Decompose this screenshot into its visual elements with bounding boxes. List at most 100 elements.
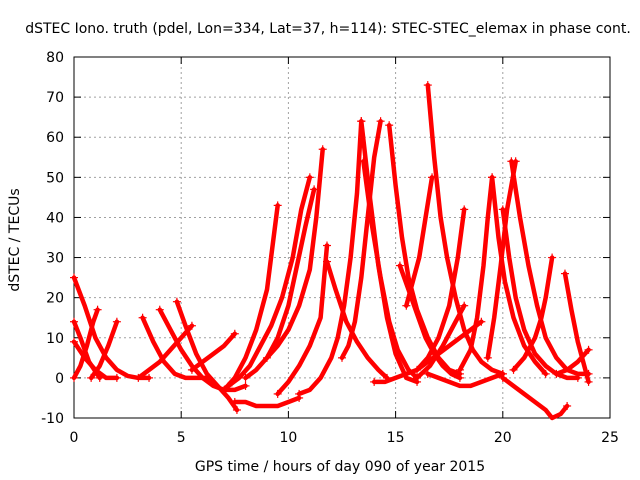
series-arc-36 <box>509 253 557 374</box>
data-point <box>70 317 78 326</box>
data-point <box>541 369 550 378</box>
data-point <box>262 353 271 362</box>
data-point <box>509 365 518 374</box>
data-point <box>241 373 250 382</box>
data-point <box>145 373 154 382</box>
y-tick-label: 80 <box>46 50 64 66</box>
y-axis-label: dSTEC / TECUs <box>7 188 23 291</box>
y-tick-label: -10 <box>41 411 64 427</box>
series-arc-26 <box>423 81 507 378</box>
data-point <box>273 389 282 398</box>
y-tick-label: 20 <box>46 291 64 307</box>
data-point <box>338 353 346 362</box>
series-arc-07 <box>134 321 196 382</box>
series-arc-35 <box>498 373 572 421</box>
data-point <box>548 253 557 262</box>
series-line <box>189 331 238 373</box>
series-arc-20 <box>357 117 422 386</box>
series-line <box>88 319 120 381</box>
series-line <box>509 159 591 377</box>
series-line <box>414 303 467 381</box>
data-point <box>232 405 241 414</box>
data-series <box>70 81 593 421</box>
series-line <box>554 347 591 377</box>
series-line <box>339 118 383 361</box>
series-arc-38 <box>552 345 593 378</box>
data-point <box>187 365 196 374</box>
series-line <box>489 175 548 377</box>
series-line <box>140 315 212 381</box>
data-point <box>70 273 78 282</box>
data-point <box>318 145 327 154</box>
series-arc-09 <box>172 297 241 414</box>
data-point <box>87 373 96 382</box>
data-point <box>305 173 314 182</box>
series-arc-37 <box>560 269 593 386</box>
data-point <box>488 173 497 182</box>
data-point <box>230 397 239 406</box>
y-tick-label: 70 <box>46 90 64 106</box>
series-line <box>71 307 100 381</box>
series-line <box>296 118 364 397</box>
data-point <box>385 121 394 130</box>
y-tick-labels: -10 0 10 20 30 40 50 60 70 80 <box>41 50 64 427</box>
data-point <box>560 269 569 278</box>
y-tick-label: 60 <box>46 130 64 146</box>
data-point <box>112 373 121 382</box>
series-line <box>324 259 390 381</box>
data-point <box>460 301 469 310</box>
series-line <box>500 207 581 381</box>
data-point <box>455 365 464 374</box>
series-arc-10 <box>187 329 239 374</box>
data-point <box>584 377 593 386</box>
series-arc-31 <box>488 173 550 378</box>
data-point <box>498 205 507 214</box>
data-point <box>395 261 404 270</box>
data-point <box>584 345 593 354</box>
series-line <box>371 319 484 385</box>
series-line <box>232 395 302 409</box>
data-point <box>376 117 385 126</box>
y-tick-label: 50 <box>46 170 64 186</box>
data-point <box>563 401 572 410</box>
series-line <box>500 375 570 421</box>
series-arc-11 <box>230 393 304 409</box>
series-line <box>425 371 506 389</box>
data-point <box>359 157 368 166</box>
series-line <box>404 175 435 308</box>
x-tick-label: 20 <box>494 430 512 446</box>
series-line <box>157 307 248 393</box>
series-line <box>71 275 152 381</box>
data-point <box>224 381 233 390</box>
data-point <box>483 353 492 362</box>
series-arc-03 <box>70 305 102 382</box>
series-line <box>275 243 330 397</box>
series-arc-32 <box>483 157 520 362</box>
series-line <box>174 299 240 413</box>
plot-frame <box>73 56 611 419</box>
series-line <box>414 207 467 373</box>
series-arc-18 <box>322 257 392 382</box>
data-point <box>413 365 422 374</box>
data-point <box>70 337 78 346</box>
data-point <box>187 321 196 330</box>
series-line <box>511 255 555 373</box>
data-point <box>273 201 282 210</box>
data-point <box>134 373 143 382</box>
series-arc-28 <box>413 301 469 382</box>
series-arc-21 <box>359 157 422 382</box>
data-point <box>552 369 561 378</box>
series-arc-14 <box>241 185 319 382</box>
data-point <box>460 205 469 214</box>
series-arc-05 <box>87 317 121 382</box>
series-line <box>359 118 420 385</box>
data-point <box>172 297 181 306</box>
data-point <box>322 257 331 266</box>
x-tick-label: 15 <box>387 430 405 446</box>
data-point <box>370 377 379 386</box>
series-arc-19 <box>338 117 385 362</box>
data-point <box>93 305 102 314</box>
data-point <box>423 369 432 378</box>
data-point <box>220 385 229 394</box>
